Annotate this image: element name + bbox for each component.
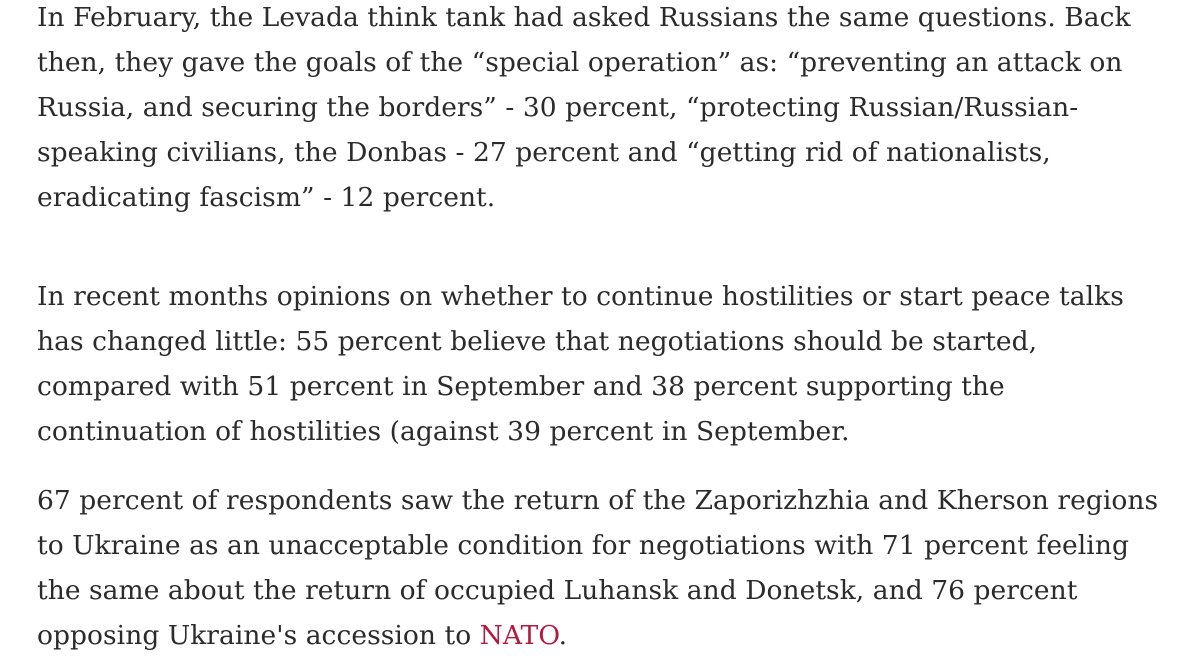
paragraph-text: 67 percent of respondents saw the return… [37,485,1159,651]
article-paragraph: In recent months opinions on whether to … [37,281,1124,447]
article-paragraph: In February, the Levada think tank had a… [37,2,1131,213]
article-paragraph: 67 percent of respondents saw the return… [37,478,1172,658]
article-body: In February, the Levada think tank had a… [37,0,1172,658]
nato-link[interactable]: NATO [479,620,559,651]
paragraph-period: . [558,620,568,651]
